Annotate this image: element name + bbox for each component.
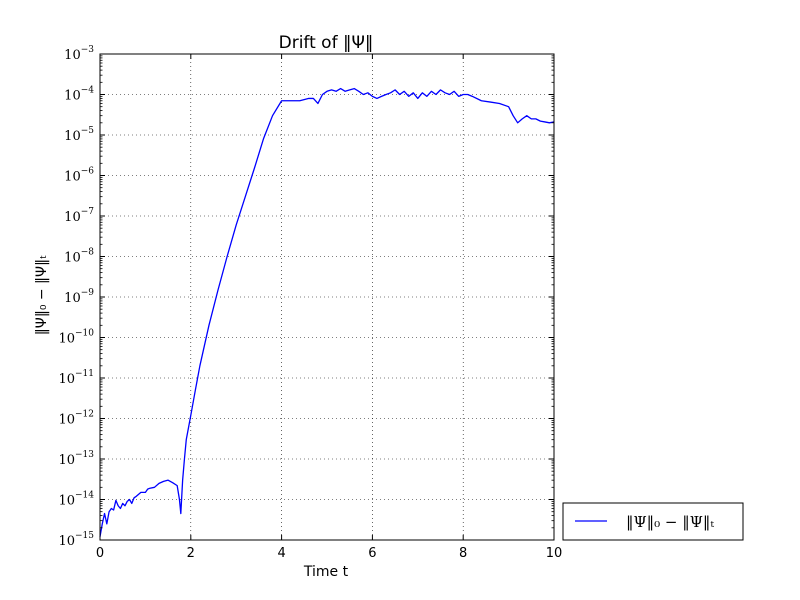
x-tick-label: 0 xyxy=(96,546,104,561)
y-tick-label: 10−12 xyxy=(58,410,94,428)
y-tick-label: 10−5 xyxy=(64,126,94,144)
series-line xyxy=(99,87,555,537)
y-axis-label: ‖Ψ‖₀ − ‖Ψ‖ₜ xyxy=(34,255,50,335)
y-tick-label: 10−11 xyxy=(58,369,94,387)
legend-label: ‖Ψ‖₀ − ‖Ψ‖ₜ xyxy=(626,513,714,531)
series-layer xyxy=(99,87,555,537)
x-tick-label: 10 xyxy=(546,546,563,561)
grid-lines xyxy=(100,54,554,540)
y-tick-label: 10−13 xyxy=(58,450,94,468)
chart-title: Drift of ‖Ψ‖ xyxy=(279,33,374,53)
y-tick-label: 10−4 xyxy=(64,86,94,104)
x-tick-label: 8 xyxy=(459,546,467,561)
x-tick-label: 6 xyxy=(368,546,376,561)
tick-labels: 0 2 4 6 8 10 10−15 10−14 10−13 10−12 10−11 10−10 10−… xyxy=(58,45,562,561)
x-axis-label: Time t xyxy=(303,564,349,580)
y-tick-label: 10−7 xyxy=(64,207,94,225)
y-tick-label: 10−15 xyxy=(58,531,94,549)
x-tick-label: 4 xyxy=(277,546,285,561)
y-tick-label: 10−9 xyxy=(64,288,94,306)
y-tick-label: 10−10 xyxy=(58,329,94,347)
axis-ticks xyxy=(99,53,555,541)
y-tick-label: 10−6 xyxy=(64,167,94,185)
y-tick-label: 10−8 xyxy=(64,248,94,266)
y-tick-label: 10−3 xyxy=(64,45,94,63)
y-tick-label: 10−14 xyxy=(58,491,94,509)
x-tick-label: 2 xyxy=(187,546,195,561)
legend: ‖Ψ‖₀ − ‖Ψ‖ₜ xyxy=(562,502,744,541)
